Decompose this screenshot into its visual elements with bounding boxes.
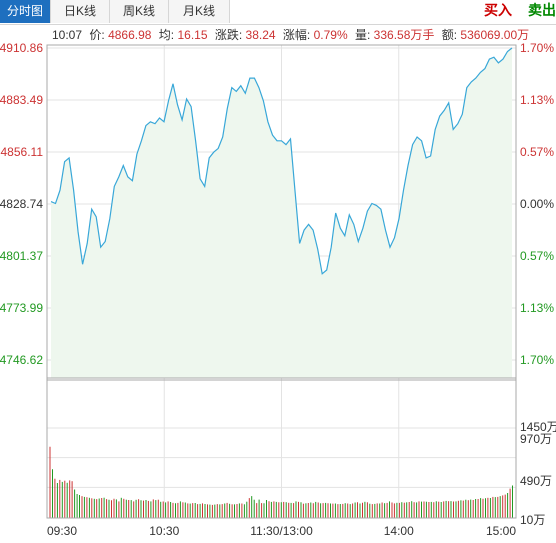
info-amount-label: 额: — [442, 28, 457, 42]
price-area-fill — [51, 48, 512, 378]
time-tick-label: 14:00 — [384, 524, 414, 538]
pct-tick-label: 1.13% — [520, 301, 554, 315]
time-tick-label: 09:30 — [47, 524, 77, 538]
time-tick-label: 15:00 — [486, 524, 516, 538]
sell-button[interactable]: 卖出 — [528, 2, 556, 18]
pct-tick-label: 1.70% — [520, 41, 554, 55]
pct-tick-label: 1.13% — [520, 93, 554, 107]
info-change-value: 38.24 — [246, 28, 276, 42]
tab-monthly-k[interactable]: 月K线 — [169, 0, 230, 23]
pct-tick-label: 0.57% — [520, 249, 554, 263]
info-price-label: 价: — [89, 28, 104, 42]
info-change-label: 涨跌: — [215, 27, 242, 42]
chart-frame — [46, 44, 517, 519]
pct-tick-label: 0.57% — [520, 145, 554, 159]
time-tick-label: 11:30/13:00 — [250, 524, 313, 538]
time-tick-label: 10:30 — [149, 524, 179, 538]
tab-intraday[interactable]: 分时图 — [0, 0, 51, 23]
price-tick-label: 4801.37 — [0, 249, 43, 263]
tab-daily-k[interactable]: 日K线 — [51, 0, 110, 23]
info-avg-value: 16.15 — [177, 28, 207, 42]
chart-border — [46, 44, 517, 519]
time-axis: 09:30 10:30 11:30/13:00 14:00 15:00 — [47, 524, 516, 538]
volume-tick-label: 1450万 — [520, 420, 556, 434]
volume-tick-label: 490万 — [520, 474, 552, 488]
price-tick-label: 4910.86 — [0, 41, 43, 55]
volume-tick-label: 970万 — [520, 432, 552, 446]
chart-tab-bar: 分时图 日K线 周K线 月K线 买入 卖出 — [0, 0, 556, 25]
price-line — [50, 47, 513, 275]
price-tick-label: 4856.11 — [1, 145, 44, 159]
price-tick-label: 4746.62 — [0, 353, 43, 367]
pct-tick-label: 1.70% — [520, 353, 554, 367]
info-time: 10:07 — [52, 28, 82, 42]
info-avg-label: 均: — [159, 28, 174, 42]
info-amount-value: 536069.00万 — [460, 28, 529, 42]
pct-tick-label: 0.00% — [520, 197, 554, 211]
volume-bars — [49, 446, 513, 518]
tab-weekly-k[interactable]: 周K线 — [110, 0, 169, 23]
info-pct-label: 涨幅: — [283, 27, 310, 42]
info-price-value: 4866.98 — [108, 28, 152, 42]
buy-button[interactable]: 买入 — [484, 2, 512, 18]
info-pct-value: 0.79% — [314, 28, 348, 42]
info-bar: 10:07 价: 4866.98 均: 16.15 涨跌: 38.24 涨幅: … — [52, 27, 529, 42]
info-volume-label: 量: — [355, 28, 370, 42]
price-tick-label: 4828.74 — [0, 197, 43, 211]
price-tick-label: 4773.99 — [0, 301, 43, 315]
price-axis-left: 4910.86 4883.49 4856.11 4828.74 4801.37 4773.… — [0, 41, 43, 367]
volume-tick-label: 10万 — [520, 513, 545, 527]
info-volume-value: 336.58万手 — [374, 28, 435, 42]
price-tick-label: 4883.49 — [0, 93, 43, 107]
pct-axis-right: 1.70% 1.13% 0.57% 0.00% 0.57% 1.13% 1.70% — [520, 41, 554, 367]
